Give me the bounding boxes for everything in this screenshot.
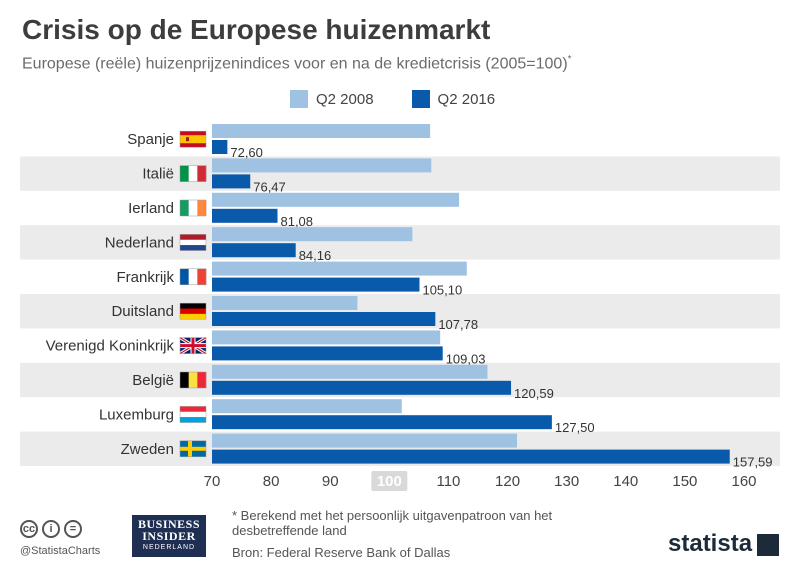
- data-label-q2-2016: 76,47: [253, 179, 286, 194]
- bar-q2-2016: [212, 380, 512, 395]
- logo-line-3: NEDERLAND: [142, 544, 196, 551]
- bar-q2-2016: [212, 140, 228, 154]
- category-label: Ierland: [128, 200, 174, 217]
- category-label: Spanje: [127, 131, 174, 148]
- legend-item-q2-2008: Q2 2008: [290, 90, 374, 108]
- flag-spain-icon: [179, 130, 207, 148]
- bar-q2-2008: [212, 364, 488, 379]
- bar-q2-2008: [212, 261, 467, 276]
- data-label-q2-2016: 81,08: [280, 214, 313, 229]
- attribution-icon: i: [42, 520, 60, 538]
- legend-swatch-q2-2008: [290, 90, 308, 108]
- bar-q2-2008: [212, 124, 431, 138]
- flag-belgium-icon: [179, 371, 207, 389]
- x-tick-label: 120: [495, 473, 520, 490]
- bar-q2-2016: [212, 415, 552, 430]
- flag-france-icon: [179, 268, 207, 286]
- bar-q2-2016: [212, 243, 296, 258]
- bar-q2-2016: [212, 346, 443, 361]
- data-label-q2-2016: 157,59: [733, 455, 773, 470]
- chart-subtitle: Europese (reële) huizenprijzenindices vo…: [22, 54, 572, 73]
- bar-q2-2008: [212, 227, 413, 242]
- x-tick-label: 160: [731, 473, 756, 490]
- flag-ireland-icon: [179, 199, 207, 217]
- x-tick-label: 110: [436, 473, 460, 490]
- legend-item-q2-2016: Q2 2016: [411, 90, 496, 108]
- x-tick-label: 140: [613, 473, 638, 490]
- subtitle-text: Europese (reële) huizenprijzenindices vo…: [22, 55, 568, 73]
- data-label-q2-2016: 120,59: [514, 386, 554, 401]
- logo-line-1: BUSINESS: [137, 517, 201, 531]
- data-label-q2-2016: 107,78: [438, 317, 478, 332]
- bar-chart: Spanje 72,60 Italië 76,47 Ierland 81,08 Nederl…: [20, 124, 780, 491]
- x-tick-label: 80: [263, 473, 280, 490]
- chart-legend: Q2 2008 Q2 2016: [290, 90, 533, 108]
- x-tick-label: 70: [204, 473, 221, 490]
- data-label-q2-2016: 84,16: [299, 248, 332, 263]
- reference-tick-background: [371, 471, 408, 491]
- legend-label-q2-2008: Q2 2008: [316, 90, 374, 108]
- legend-swatch-q2-2016: [411, 90, 430, 108]
- category-label: Frankrijk: [116, 269, 174, 286]
- bar-q2-2008: [212, 158, 432, 173]
- flag-luxembourg-icon: [179, 406, 207, 423]
- flag-germany-icon: [179, 302, 207, 320]
- bar-q2-2016: [212, 312, 436, 326]
- bar-q2-2016: [212, 174, 251, 189]
- bar-q2-2016: [212, 208, 278, 223]
- creative-commons-icons: cc i =: [20, 520, 86, 538]
- flag-netherlands-icon: [179, 234, 207, 251]
- bar-q2-2008: [212, 399, 402, 414]
- flag-uk-icon: [179, 336, 207, 355]
- category-label: Duitsland: [111, 303, 174, 320]
- category-label: Nederland: [105, 234, 174, 251]
- category-label: Verenigd Koninkrijk: [46, 338, 175, 355]
- bar-q2-2016: [212, 277, 420, 292]
- bar-q2-2008: [212, 433, 518, 448]
- statista-logo-icon: [757, 534, 779, 556]
- data-label-q2-2016: 105,10: [422, 283, 462, 298]
- category-label: Italië: [142, 166, 174, 183]
- data-label-q2-2016: 72,60: [230, 145, 263, 160]
- legend-label-q2-2016: Q2 2016: [437, 90, 496, 108]
- category-label: België: [132, 372, 174, 389]
- category-label: Zweden: [121, 441, 174, 458]
- category-label: Luxemburg: [99, 406, 174, 423]
- business-insider-logo: BUSINESS INSIDER NEDERLAND: [132, 515, 206, 557]
- subtitle-footnote-marker: *: [567, 54, 572, 65]
- footnote: * Berekend met het persoonlijk uitgavenp…: [232, 508, 553, 538]
- x-tick-label: 130: [554, 473, 579, 490]
- bar-q2-2008: [212, 296, 358, 310]
- x-tick-label: 90: [322, 473, 339, 490]
- bar-q2-2008: [212, 192, 460, 207]
- bar-q2-2016: [212, 449, 730, 464]
- x-tick-label: 100: [377, 473, 402, 490]
- source-note: Bron: Federal Reserve Bank of Dallas: [232, 545, 451, 560]
- chart-title: Crisis op de Europese huizenmarkt: [22, 14, 491, 45]
- data-label-q2-2016: 109,03: [446, 351, 486, 366]
- x-tick-label: 150: [672, 473, 697, 490]
- no-derivatives-icon: =: [64, 520, 82, 538]
- cc-icon: cc: [20, 520, 38, 538]
- bar-q2-2008: [212, 330, 441, 345]
- flag-italy-icon: [179, 165, 207, 182]
- logo-line-2: INSIDER: [142, 529, 196, 543]
- flag-sweden-icon: [179, 440, 207, 458]
- data-label-q2-2016: 127,50: [555, 420, 595, 435]
- statista-handle: @StatistaCharts: [20, 545, 101, 557]
- statista-logo: statista: [668, 530, 753, 557]
